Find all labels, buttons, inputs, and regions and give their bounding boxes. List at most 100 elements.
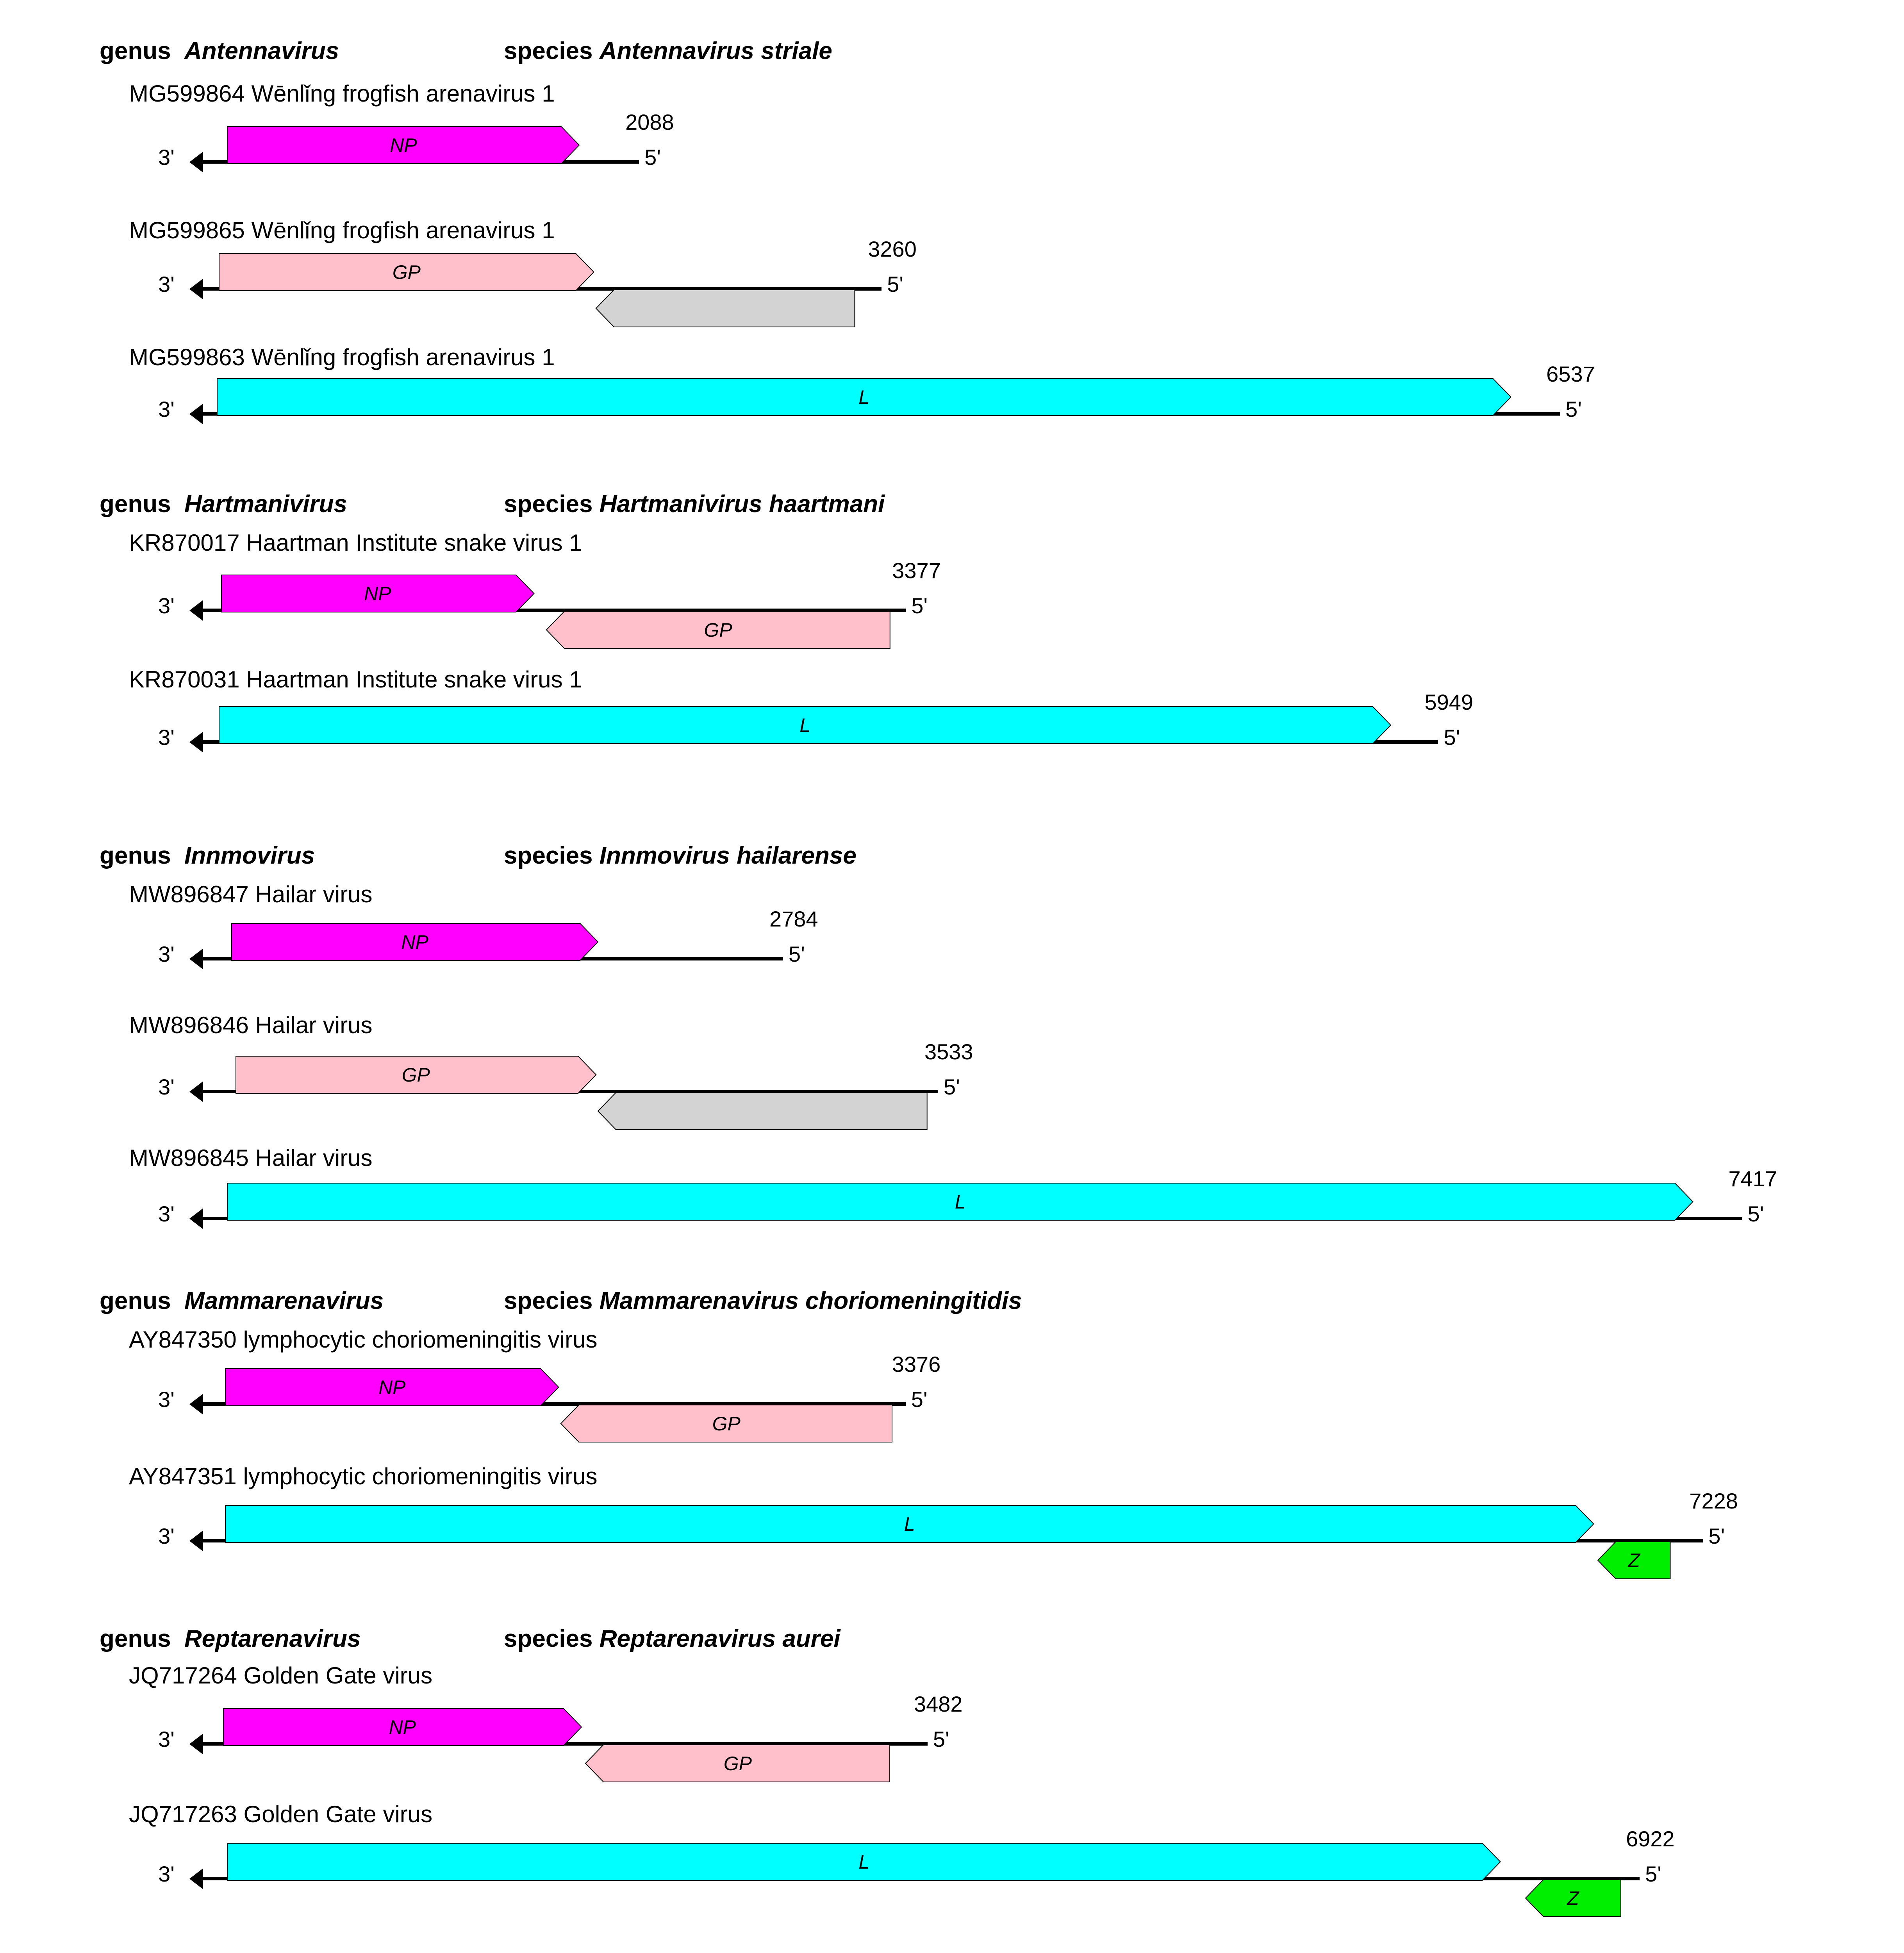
species-prefix: species: [504, 1625, 600, 1652]
gene-arrow-l: L: [217, 378, 1511, 416]
species-name: Reptarenavirus aurei: [599, 1625, 840, 1652]
three-prime-label: 3': [158, 1727, 175, 1751]
segment-length-label: 2784: [769, 907, 818, 931]
gene-arrow-z: Z: [1598, 1542, 1670, 1579]
gene-arrow-gp: GP: [219, 253, 594, 291]
five-prime-label: 5': [943, 1075, 960, 1099]
genome-5-to-3-arrowhead: [189, 1530, 203, 1551]
gene-arrow-np: NP: [221, 575, 534, 612]
genus-prefix: genus: [100, 37, 185, 64]
genus-name: Antennavirus: [184, 37, 339, 64]
genome-5-to-3-arrowhead: [189, 1208, 203, 1229]
gene-arrow-np: NP: [223, 1708, 582, 1746]
segment-length-label: 7417: [1728, 1166, 1777, 1191]
segment-length-label: 3376: [892, 1352, 941, 1376]
species-name: Hartmanivirus haartmani: [599, 491, 885, 518]
five-prime-label: 5': [1645, 1862, 1661, 1886]
gene-arrow-gp: GP: [236, 1056, 596, 1093]
genome-5-to-3-arrowhead: [189, 152, 203, 172]
segment-length-label: 3260: [868, 237, 917, 261]
segment-accession-label: MG599864 Wēnlǐng frogfish arenavirus 1: [129, 80, 555, 107]
genus-prefix: genus: [100, 1287, 185, 1314]
species-name: Antennavirus striale: [599, 37, 832, 64]
three-prime-label: 3': [158, 1201, 175, 1226]
species-prefix: species: [504, 37, 600, 64]
segment-accession-label: AY847350 lymphocytic choriomeningitis vi…: [129, 1326, 598, 1353]
gene-arrow-z: Z: [1526, 1880, 1621, 1917]
gene-arrow-gp: GP: [585, 1745, 890, 1782]
species-heading: species Reptarenavirus aurei: [504, 1625, 840, 1653]
genus-name: Hartmanivirus: [184, 491, 347, 518]
three-prime-label: 3': [158, 1862, 175, 1886]
five-prime-label: 5': [644, 145, 661, 170]
five-prime-label: 5': [1747, 1201, 1764, 1226]
five-prime-label: 5': [887, 272, 904, 296]
segment-accession-label: MG599863 Wēnlǐng frogfish arenavirus 1: [129, 344, 555, 370]
segment-length-label: 6537: [1546, 362, 1595, 386]
gene-arrow-np: NP: [227, 127, 579, 164]
genome-5-to-3-arrowhead: [189, 278, 203, 299]
segment-length-label: 5949: [1424, 690, 1474, 714]
gene-arrow-unknown-orf: [596, 290, 855, 327]
segment-length-label: 3533: [924, 1039, 973, 1064]
five-prime-label: 5': [911, 593, 928, 618]
segment-accession-label: JQ717264 Golden Gate virus: [129, 1662, 433, 1689]
genus-name: Innmovirus: [184, 842, 315, 869]
gene-arrow-gp: GP: [561, 1405, 892, 1442]
genome-5-to-3-arrowhead: [189, 403, 203, 424]
segment-length-label: 6922: [1626, 1826, 1675, 1851]
three-prime-label: 3': [158, 145, 175, 170]
three-prime-label: 3': [158, 272, 175, 296]
segment-accession-label: MG599865 Wēnlǐng frogfish arenavirus 1: [129, 217, 555, 243]
species-name: Mammarenavirus choriomeningitidis: [599, 1287, 1022, 1314]
five-prime-label: 5': [1444, 725, 1460, 750]
gene-arrow-l: L: [227, 1183, 1693, 1220]
genome-5-to-3-arrowhead: [189, 948, 203, 969]
gene-arrow-l: L: [219, 707, 1391, 744]
genus-name: Mammarenavirus: [184, 1287, 384, 1314]
genome-5-to-3-arrowhead: [189, 1868, 203, 1889]
gene-arrow-l: L: [227, 1843, 1501, 1880]
genus-prefix: genus: [100, 1625, 185, 1652]
species-heading: species Innmovirus hailarense: [504, 842, 857, 869]
genus-species-heading: genus Antennavirus: [100, 37, 339, 65]
segment-length-label: 2088: [625, 110, 674, 134]
genome-5-to-3-arrowhead: [189, 1733, 203, 1754]
genome-5-to-3-arrowhead: [189, 732, 203, 752]
three-prime-label: 3': [158, 397, 175, 421]
genome-5-to-3-arrowhead: [189, 1081, 203, 1102]
species-prefix: species: [504, 1287, 600, 1314]
species-heading: species Mammarenavirus choriomeningitidi…: [504, 1287, 1022, 1315]
segment-length-label: 3482: [914, 1692, 963, 1716]
segment-accession-label: KR870031 Haartman Institute snake virus …: [129, 666, 582, 693]
five-prime-label: 5': [933, 1727, 949, 1751]
three-prime-label: 3': [158, 942, 175, 966]
gene-arrow-unknown-orf: [598, 1093, 927, 1130]
segment-length-label: 3377: [892, 558, 941, 583]
five-prime-label: 5': [1565, 397, 1582, 421]
species-prefix: species: [504, 491, 600, 518]
gene-arrow-l: L: [225, 1505, 1594, 1542]
gene-arrow-np: NP: [225, 1369, 559, 1406]
segment-accession-label: MW896847 Hailar virus: [129, 881, 373, 907]
three-prime-label: 3': [158, 1387, 175, 1412]
genome-5-to-3-arrowhead: [189, 600, 203, 621]
genus-species-heading: genus Hartmanivirus: [100, 490, 347, 518]
genus-species-heading: genus Mammarenavirus: [100, 1287, 384, 1315]
genus-prefix: genus: [100, 842, 185, 869]
genus-name: Reptarenavirus: [184, 1625, 361, 1652]
three-prime-label: 3': [158, 725, 175, 750]
segment-accession-label: JQ717263 Golden Gate virus: [129, 1801, 433, 1827]
gene-arrow-gp: GP: [546, 611, 890, 648]
five-prime-label: 5': [788, 942, 805, 966]
three-prime-label: 3': [158, 593, 175, 618]
genome-backbone-line: [201, 1402, 906, 1406]
species-prefix: species: [504, 842, 600, 869]
genome-5-to-3-arrowhead: [189, 1394, 203, 1414]
segment-accession-label: KR870017 Haartman Institute snake virus …: [129, 530, 582, 556]
segment-accession-label: MW896845 Hailar virus: [129, 1145, 373, 1171]
five-prime-label: 5': [1708, 1524, 1725, 1548]
species-heading: species Hartmanivirus haartmani: [504, 490, 885, 518]
genome-backbone-line: [201, 609, 906, 612]
